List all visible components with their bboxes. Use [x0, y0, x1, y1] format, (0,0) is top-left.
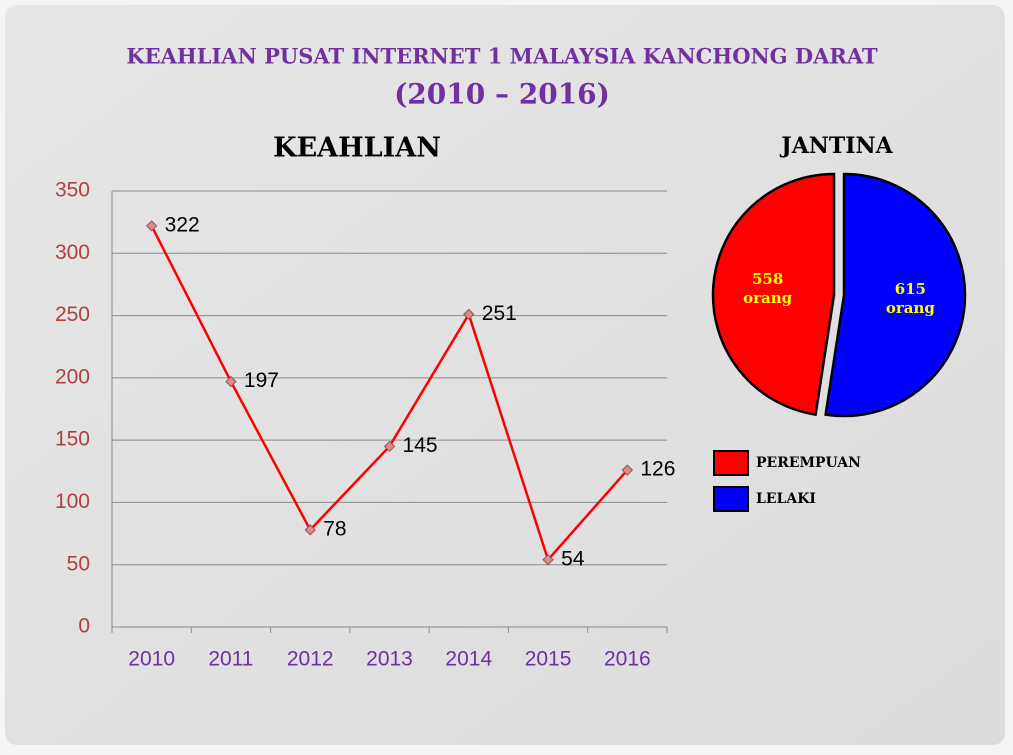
x-tick-label: 2015 [525, 648, 572, 671]
marker [145, 220, 158, 232]
marker [463, 308, 475, 320]
data-label: 322 [165, 213, 200, 236]
pie-label: 615 orang [885, 280, 935, 318]
slide-background [5, 5, 1005, 745]
y-tick-label: 100 [55, 490, 90, 513]
marker [542, 554, 554, 566]
y-tick-label: 150 [55, 428, 90, 451]
x-tick-label: 2013 [366, 648, 413, 671]
x-tick-label: 2012 [287, 648, 334, 671]
slide-subtitle: (2010 – 2016) [394, 78, 610, 111]
legend-label: PEREMPUAN [756, 455, 861, 471]
data-label: 126 [640, 458, 675, 481]
y-tick-label: 250 [55, 303, 90, 326]
pie-slice [711, 172, 836, 417]
y-tick-label: 350 [55, 179, 90, 202]
marker [304, 524, 316, 536]
marker [225, 375, 237, 388]
data-label: 78 [323, 517, 346, 540]
data-label: 145 [403, 434, 438, 457]
x-tick-label: 2010 [128, 648, 175, 671]
legend-swatch [713, 450, 749, 476]
chart-title: JANTINA [779, 133, 893, 159]
y-tick-label: 0 [78, 615, 90, 638]
pie-slice [824, 172, 967, 418]
data-label: 197 [244, 369, 279, 392]
y-tick-label: 50 [67, 552, 90, 575]
legend-label: LELAKI [756, 491, 816, 507]
marker [621, 464, 634, 476]
marker [383, 440, 396, 453]
data-label: 251 [482, 302, 517, 325]
pie-label: 558 orang [743, 269, 793, 307]
x-tick-label: 2016 [604, 648, 651, 671]
x-tick-label: 2011 [208, 648, 253, 671]
legend-swatch [713, 486, 749, 512]
slide-title: KEAHLIAN PUSAT INTERNET 1 MALAYSIA KANCH… [126, 44, 878, 69]
x-tick-label: 2014 [445, 648, 492, 671]
y-tick-label: 200 [55, 365, 90, 388]
data-label: 54 [561, 547, 585, 570]
y-tick-label: 300 [55, 241, 90, 264]
chart-title: KEAHLIAN [273, 133, 441, 164]
